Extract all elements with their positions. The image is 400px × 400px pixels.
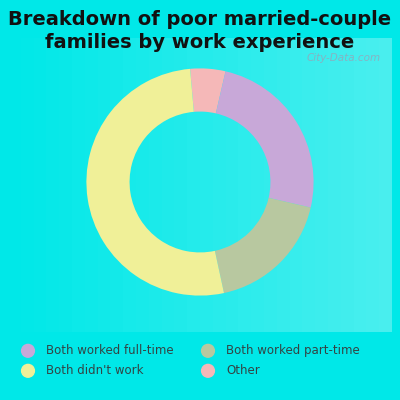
Bar bbox=[59, 38, 72, 332]
Bar bbox=[238, 38, 251, 332]
Bar bbox=[264, 38, 277, 332]
Bar bbox=[379, 38, 392, 332]
Bar bbox=[46, 38, 59, 332]
Wedge shape bbox=[190, 68, 226, 113]
Bar bbox=[302, 38, 315, 332]
Bar bbox=[21, 38, 34, 332]
Wedge shape bbox=[215, 198, 311, 293]
Bar bbox=[251, 38, 264, 332]
Bar bbox=[72, 38, 85, 332]
Wedge shape bbox=[86, 69, 224, 296]
Bar bbox=[226, 38, 238, 332]
Text: Both didn't work: Both didn't work bbox=[46, 364, 144, 377]
Bar bbox=[149, 38, 162, 332]
Text: Both worked full-time: Both worked full-time bbox=[46, 344, 174, 357]
Bar bbox=[162, 38, 174, 332]
Bar bbox=[8, 38, 21, 332]
Bar bbox=[213, 38, 226, 332]
Bar bbox=[290, 38, 302, 332]
Bar bbox=[277, 38, 290, 332]
Text: Other: Other bbox=[226, 364, 260, 377]
Text: City-Data.com: City-Data.com bbox=[306, 53, 380, 63]
Bar bbox=[136, 38, 149, 332]
Bar bbox=[98, 38, 110, 332]
Bar bbox=[341, 38, 354, 332]
Bar bbox=[328, 38, 341, 332]
Bar bbox=[187, 38, 200, 332]
Bar bbox=[85, 38, 98, 332]
Bar bbox=[123, 38, 136, 332]
Bar bbox=[34, 38, 46, 332]
Text: Breakdown of poor married-couple
families by work experience: Breakdown of poor married-couple familie… bbox=[8, 10, 392, 52]
Bar bbox=[200, 38, 213, 332]
Bar bbox=[366, 38, 379, 332]
Text: Both worked part-time: Both worked part-time bbox=[226, 344, 360, 357]
Bar bbox=[110, 38, 123, 332]
Bar bbox=[315, 38, 328, 332]
Bar bbox=[354, 38, 366, 332]
Wedge shape bbox=[216, 71, 314, 208]
Bar bbox=[174, 38, 187, 332]
